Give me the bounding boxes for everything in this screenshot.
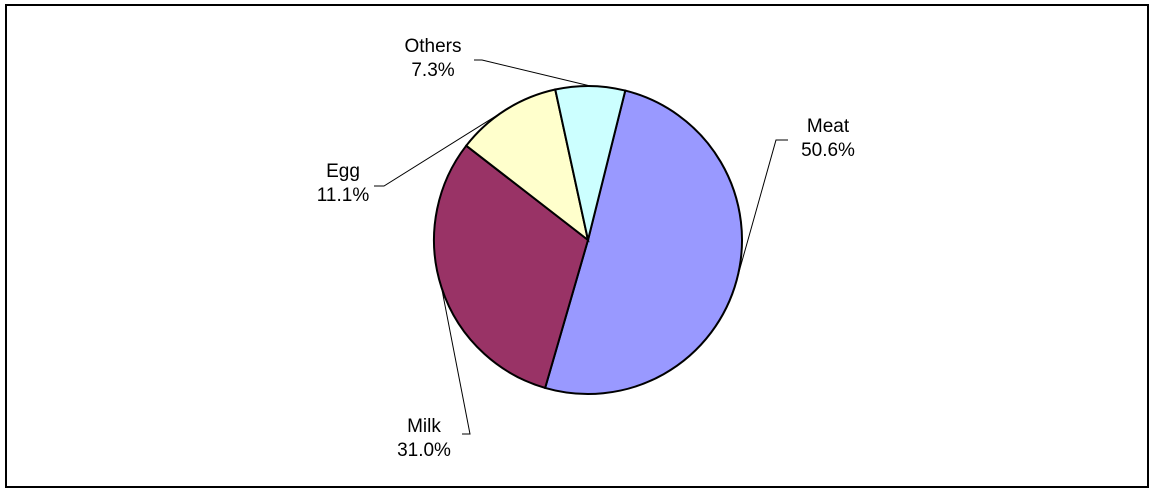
- pie-slice-egg: [464, 88, 590, 243]
- pie-slice-others: [554, 85, 627, 241]
- slice-value-meat: 50.6%: [801, 140, 855, 161]
- leader-line-milk: [441, 287, 471, 435]
- leader-line-egg: [374, 109, 507, 187]
- leader-line-others: [474, 59, 591, 87]
- leader-line-meat: [736, 139, 788, 281]
- pie-slice-milk: [433, 144, 590, 390]
- slice-value-milk: 31.0%: [397, 440, 451, 461]
- slice-value-egg: 11.1%: [317, 185, 370, 206]
- slice-label-others: Others: [404, 36, 461, 57]
- slice-value-others: 7.3%: [411, 60, 454, 81]
- slice-label-milk: Milk: [407, 416, 441, 437]
- slice-label-meat: Meat: [807, 116, 850, 137]
- slice-label-egg: Egg: [326, 161, 360, 182]
